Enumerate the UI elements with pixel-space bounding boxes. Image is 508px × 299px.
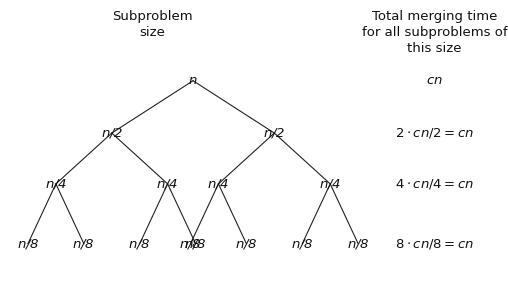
Text: $\mathit{n}$/2: $\mathit{n}$/2 [263,126,285,140]
Text: $\mathit{cn}$: $\mathit{cn}$ [426,74,443,87]
Text: $\mathit{n}$/8: $\mathit{n}$/8 [235,237,258,251]
Text: $\mathit{n}$/8: $\mathit{n}$/8 [347,237,369,251]
Text: $2 \cdot \mathit{cn}/2 = \mathit{cn}$: $2 \cdot \mathit{cn}/2 = \mathit{cn}$ [395,126,474,140]
Text: $4 \cdot \mathit{cn}/4 = \mathit{cn}$: $4 \cdot \mathit{cn}/4 = \mathit{cn}$ [395,177,474,191]
Text: $\mathit{n}$/4: $\mathit{n}$/4 [319,177,341,191]
Text: $\mathit{n}$/4: $\mathit{n}$/4 [45,177,67,191]
Text: $\mathit{n}$/8: $\mathit{n}$/8 [129,237,151,251]
Text: $\mathit{n}$: $\mathit{n}$ [188,74,198,87]
Text: $\mathit{n}$/8: $\mathit{n}$/8 [179,237,202,251]
Text: Total merging time
for all subproblems of
this size: Total merging time for all subproblems o… [362,10,507,56]
Text: $\mathit{n}$/2: $\mathit{n}$/2 [101,126,123,140]
Text: Subproblem
size: Subproblem size [112,10,193,39]
Text: $\mathit{n}$/4: $\mathit{n}$/4 [156,177,179,191]
Text: $8 \cdot \mathit{cn}/8 = \mathit{cn}$: $8 \cdot \mathit{cn}/8 = \mathit{cn}$ [395,237,474,251]
Text: $\mathit{n}$/4: $\mathit{n}$/4 [207,177,230,191]
Text: $\mathit{n}$/8: $\mathit{n}$/8 [291,237,313,251]
Text: $\mathit{n}$/8: $\mathit{n}$/8 [73,237,95,251]
Text: $\mathit{n}$/8: $\mathit{n}$/8 [184,237,207,251]
Text: $\mathit{n}$/8: $\mathit{n}$/8 [17,237,39,251]
